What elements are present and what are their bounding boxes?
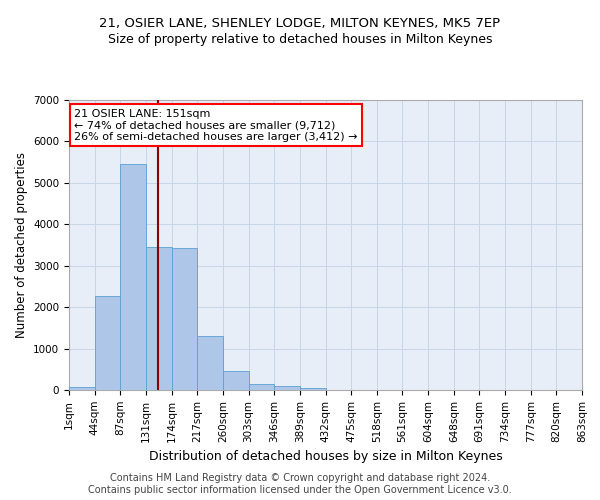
Text: 21 OSIER LANE: 151sqm
← 74% of detached houses are smaller (9,712)
26% of semi-d: 21 OSIER LANE: 151sqm ← 74% of detached … [74,108,358,142]
Bar [95,296,121,390]
X-axis label: Distribution of detached houses by size in Milton Keynes: Distribution of detached houses by size … [149,450,502,463]
Bar [69,387,95,390]
Bar [274,386,300,390]
Bar [121,164,146,390]
Bar [300,388,325,390]
Bar [146,248,172,390]
Text: Contains HM Land Registry data © Crown copyright and database right 2024.
Contai: Contains HM Land Registry data © Crown c… [88,474,512,495]
Bar [248,384,274,390]
Text: 21, OSIER LANE, SHENLEY LODGE, MILTON KEYNES, MK5 7EP: 21, OSIER LANE, SHENLEY LODGE, MILTON KE… [100,18,500,30]
Bar [197,336,223,390]
Text: Size of property relative to detached houses in Milton Keynes: Size of property relative to detached ho… [108,32,492,46]
Bar [223,371,248,390]
Y-axis label: Number of detached properties: Number of detached properties [14,152,28,338]
Bar [172,248,197,390]
